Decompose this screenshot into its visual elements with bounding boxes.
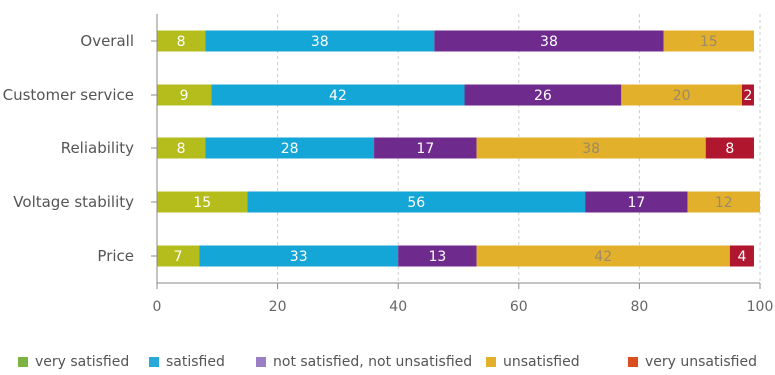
data-label: 8	[725, 141, 734, 157]
bar-segment	[663, 30, 754, 52]
bar-segment	[729, 245, 754, 267]
data-label: 7	[174, 249, 183, 265]
data-label: 2	[743, 88, 752, 104]
data-label: 33	[290, 249, 308, 265]
x-tick-label: 0	[153, 299, 162, 315]
legend-label: unsatisfied	[503, 354, 580, 370]
data-label: 20	[673, 88, 691, 104]
data-label: 9	[180, 88, 189, 104]
category-label: Price	[97, 247, 134, 265]
category-labels: Overall Customer service Reliability Voltag…	[3, 32, 134, 265]
legend-label: very unsatisfied	[645, 354, 757, 370]
data-label: 28	[281, 141, 299, 157]
bar-segment	[157, 191, 248, 213]
x-tick-label: 60	[510, 299, 528, 315]
bar-segment	[247, 191, 586, 213]
bar-segment	[157, 84, 212, 106]
x-tick-label: 100	[747, 299, 774, 315]
data-label: 26	[534, 88, 552, 104]
x-tick-label: 20	[269, 299, 287, 315]
data-label: 12	[715, 195, 733, 211]
data-label: 4	[737, 249, 746, 265]
x-tick-label: 40	[389, 299, 407, 315]
data-label: 15	[193, 195, 211, 211]
bar-segment	[705, 137, 754, 159]
data-label: 8	[177, 34, 186, 50]
bar-segment	[585, 191, 688, 213]
bar-segments	[157, 30, 760, 267]
bar-segment	[157, 137, 206, 159]
data-label: 17	[416, 141, 434, 157]
bar-segment	[211, 84, 465, 106]
legend-label: satisfied	[166, 354, 225, 370]
bar-segment	[687, 191, 760, 213]
bar-segment	[374, 137, 477, 159]
bar-segment	[205, 137, 375, 159]
legend-swatch	[18, 357, 28, 367]
legend-swatch	[628, 357, 638, 367]
data-label: 8	[177, 141, 186, 157]
bar-segment	[398, 245, 477, 267]
data-label: 38	[540, 34, 558, 50]
category-label: Voltage stability	[13, 193, 134, 211]
bar-segment	[434, 30, 664, 52]
axes	[151, 14, 761, 289]
data-label: 56	[407, 195, 425, 211]
x-tick-labels: 0 20 40 60 80 100	[153, 299, 774, 315]
data-label: 42	[329, 88, 347, 104]
data-label: 38	[311, 34, 329, 50]
bar-segment	[199, 245, 399, 267]
legend-swatch	[486, 357, 496, 367]
legend-swatch	[256, 357, 266, 367]
bar-segment	[205, 30, 435, 52]
bar-segment	[157, 30, 206, 52]
x-tick-label: 80	[630, 299, 648, 315]
data-label: 38	[582, 141, 600, 157]
data-label: 42	[594, 249, 612, 265]
bar-segment	[476, 245, 730, 267]
data-label: 17	[627, 195, 645, 211]
legend: very satisfied satisfied not satisfied, no…	[18, 354, 757, 370]
legend-swatch	[149, 357, 159, 367]
bar-segment	[157, 245, 200, 267]
data-labels: 8 38 38 159 42 26 20 28 28 17 38 815 56 17 127 33 13 42 4	[174, 34, 753, 265]
bar-segment	[464, 84, 622, 106]
legend-label: very satisfied	[35, 354, 129, 370]
category-label: Overall	[80, 32, 134, 50]
bar-segment	[621, 84, 742, 106]
data-label: 15	[700, 34, 718, 50]
data-label: 13	[428, 249, 446, 265]
bar-segment	[476, 137, 706, 159]
legend-label: not satisfied, not unsatisfied	[273, 354, 472, 370]
category-label: Customer service	[3, 86, 134, 104]
bar-segment	[741, 84, 754, 106]
category-label: Reliability	[61, 139, 134, 157]
